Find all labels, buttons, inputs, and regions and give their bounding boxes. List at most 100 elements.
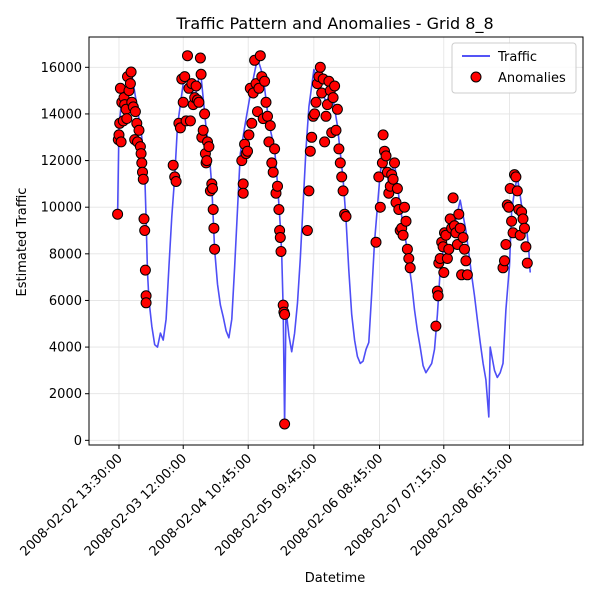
anomaly-point [279,418,291,430]
anomaly-point [377,129,389,141]
anomaly-point [197,124,209,136]
anomaly-point [327,92,339,104]
y-tick-label: 6000 [49,294,82,309]
anomaly-point [314,61,326,73]
anomaly-point [374,201,386,213]
anomaly-point [167,159,179,171]
anomaly-point [397,229,409,241]
x-axis-label: Datetime [305,571,365,586]
anomaly-point [517,213,529,225]
anomaly-point [207,183,218,194]
anomaly-point [177,96,189,108]
anomaly-point [506,215,518,227]
anomaly-point [193,96,205,108]
anomaly-point [404,262,416,274]
anomaly-point [174,122,186,134]
anomaly-point [391,183,403,194]
anomaly-point [387,173,399,185]
anomaly-point [432,290,444,302]
anomaly-point [503,201,515,213]
y-tick-label: 14000 [41,107,82,122]
anomaly-point [459,243,470,255]
anomaly-point [140,297,152,309]
anomaly-point [199,108,211,120]
anomaly-point [453,208,465,220]
legend: Traffic Anomalies [451,42,577,94]
anomaly-point [519,222,530,234]
legend-anomalies-label: Anomalies [498,71,566,86]
plot-area-frame [88,36,584,446]
anomaly-points-layer [112,50,533,430]
anomaly-point [252,106,263,118]
anomaly-point [441,253,453,264]
anomaly-point [337,185,349,197]
anomaly-point [303,185,315,197]
anomaly-point [461,269,473,281]
anomaly-point [269,143,281,155]
anomaly-point [243,129,255,141]
legend-traffic-label: Traffic [497,50,537,65]
anomaly-point [521,257,533,269]
y-tick-label: 2000 [49,387,82,402]
anomaly-point [301,225,313,236]
y-tick-label: 10000 [41,201,82,216]
anomaly-point [133,124,145,136]
anomaly-point [207,204,219,215]
anomaly-point [273,204,285,215]
anomaly-point [203,141,215,153]
anomaly-point [124,78,136,90]
anomaly-point [182,50,193,62]
anomaly-point [336,171,348,183]
anomaly-point [370,236,382,248]
anomaly-point [510,171,522,183]
anomaly-point [262,110,273,122]
anomaly-point [115,136,127,148]
anomaly-point [333,143,345,155]
anomaly-point [319,136,331,148]
anomaly-point [403,253,415,264]
anomaly-point [242,145,253,157]
anomaly-point [340,211,352,222]
anomaly-point [380,150,392,162]
anomaly-point [190,80,202,92]
legend-anomalies-swatch [470,71,482,83]
anomaly-point [267,166,279,178]
y-tick-label: 12000 [41,154,82,169]
anomaly-point [139,264,151,276]
anomaly-point [334,157,346,169]
anomaly-point [310,96,322,108]
anomaly-point [373,171,385,183]
anomaly-point [259,75,271,87]
anomaly-point [253,82,265,94]
anomaly-point [201,155,213,167]
anomaly-point [208,222,220,234]
anomaly-point [184,115,196,127]
anomaly-point [274,232,286,243]
anomaly-point [440,229,452,241]
anomaly-point [246,117,258,129]
y-tick-label: 0 [74,434,82,449]
anomaly-point [263,136,275,148]
anomaly-point [457,232,469,243]
y-tick-label: 16000 [41,61,82,76]
x-tick-label: 2008-02-02 13:30:00 [18,451,126,559]
anomaly-point [320,110,332,122]
anomaly-point [447,192,459,204]
anomaly-point [443,243,455,255]
anomaly-point [401,243,413,255]
anomaly-point [125,66,137,78]
anomaly-point [237,178,249,190]
anomaly-point [279,308,291,320]
anomaly-point [304,145,316,157]
anomaly-point [520,241,532,253]
anomaly-point [438,267,450,278]
anomaly-point [260,96,272,108]
y-tick-label: 4000 [49,341,82,356]
anomaly-point [195,68,207,80]
anomaly-point [121,113,133,125]
anomaly-point [209,243,221,255]
y-tick-label: 8000 [49,247,82,262]
anomaly-point [237,187,249,199]
anomaly-point [194,52,206,64]
anomaly-point [511,185,523,197]
